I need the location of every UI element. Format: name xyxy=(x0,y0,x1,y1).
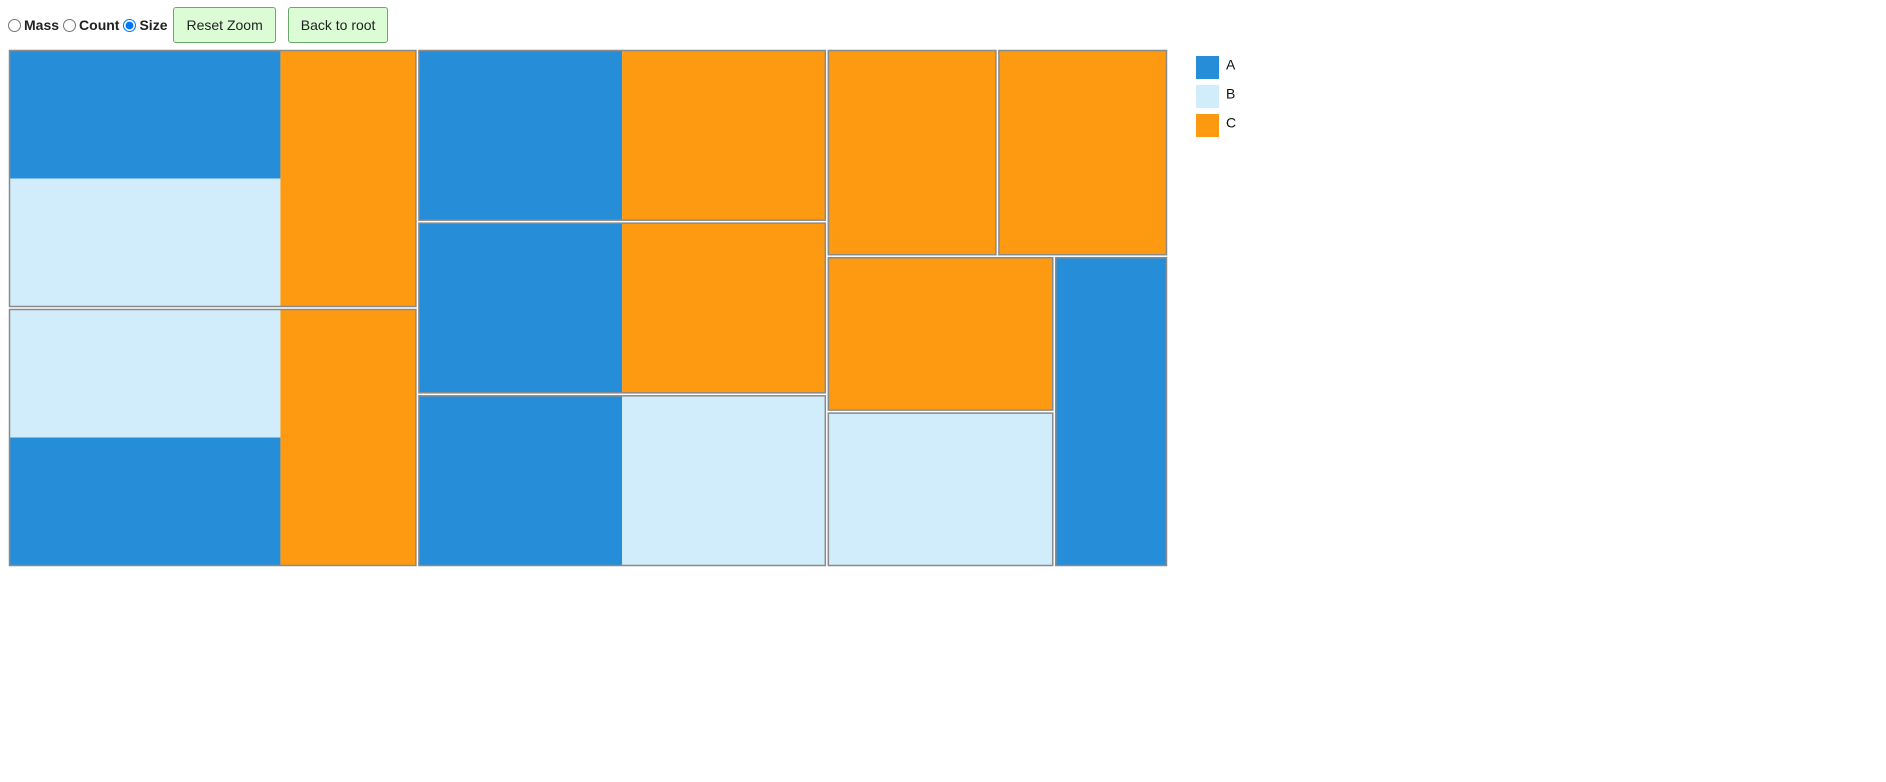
mode-label: Size xyxy=(139,17,168,33)
cell-border xyxy=(1055,256,1168,567)
treemap-cell xyxy=(280,309,416,566)
legend-swatch xyxy=(1196,56,1219,79)
treemap-cell xyxy=(622,395,826,566)
treemap-cell xyxy=(828,50,996,255)
cell-border xyxy=(998,49,1168,256)
treemap-cell xyxy=(9,50,281,179)
legend-label: B xyxy=(1226,86,1235,102)
cell-border xyxy=(8,308,417,567)
cell-border xyxy=(827,412,1054,567)
cell-border xyxy=(418,222,827,394)
treemap-cell xyxy=(828,413,1053,566)
mode-radio[interactable] xyxy=(63,18,77,32)
cell-border xyxy=(827,256,1054,411)
treemap-cell xyxy=(828,257,1053,411)
treemap-cell xyxy=(418,395,623,566)
mode-radio[interactable] xyxy=(8,18,21,32)
button[interactable]: Back to root xyxy=(287,7,389,43)
mode-option[interactable]: Size xyxy=(121,17,167,33)
cell-border xyxy=(418,49,827,221)
mode-option[interactable]: Mass xyxy=(6,17,59,33)
treemap-cell xyxy=(9,309,281,438)
treemap-cell xyxy=(622,50,826,221)
legend-label: C xyxy=(1226,115,1236,131)
mode-option[interactable]: Count xyxy=(61,17,119,33)
legend-swatch xyxy=(1196,114,1219,137)
treemap-cell xyxy=(280,50,416,307)
legend-label: A xyxy=(1226,57,1236,73)
mode-label: Mass xyxy=(24,17,60,33)
treemap-cell xyxy=(1055,257,1167,566)
treemap-cell xyxy=(418,223,623,393)
mode-radio[interactable] xyxy=(123,18,137,32)
cell-border xyxy=(8,49,417,308)
controls: Mass Count Size Reset Zoom Back to root xyxy=(6,7,396,43)
treemap-cell xyxy=(418,50,623,221)
cell-border xyxy=(418,395,827,567)
legend-swatch xyxy=(1196,85,1219,108)
treemap-cell xyxy=(9,437,281,566)
cell-border xyxy=(827,49,997,256)
treemap-cell xyxy=(998,50,1167,255)
treemap-cell xyxy=(9,178,281,307)
mode-label: Count xyxy=(79,17,120,33)
button[interactable]: Reset Zoom xyxy=(173,7,276,43)
treemap-cell xyxy=(622,223,826,393)
